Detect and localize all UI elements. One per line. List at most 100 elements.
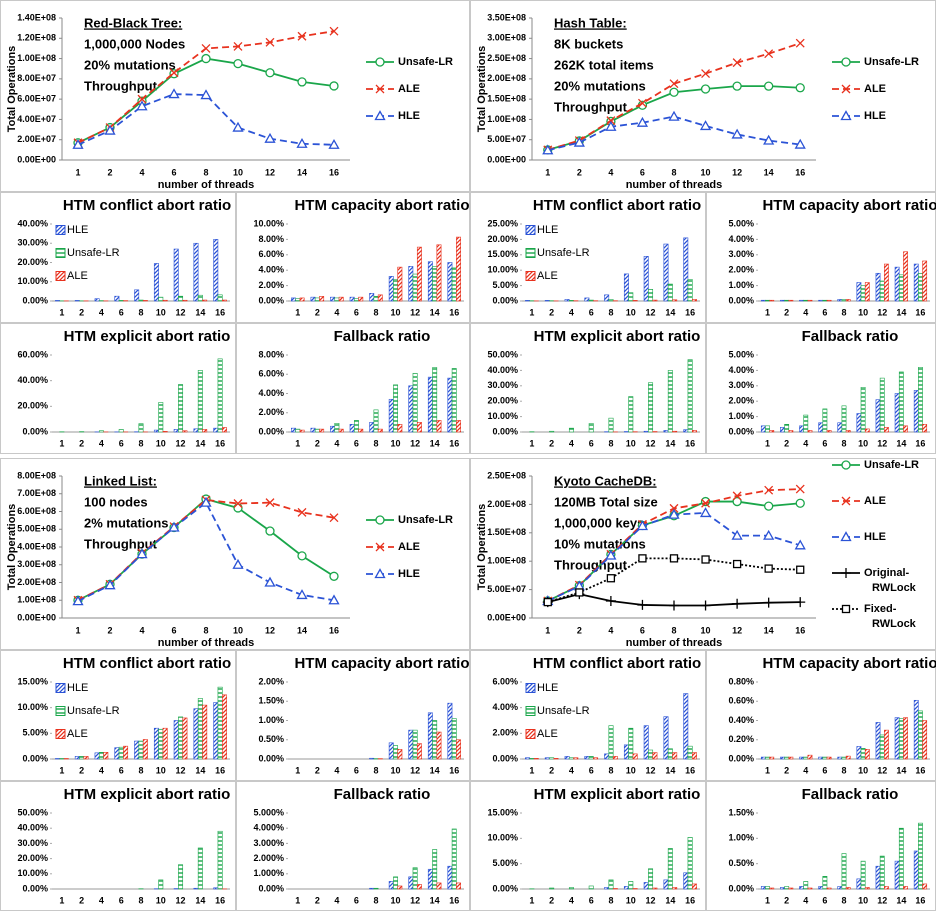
y-tick-label: 0.00E+00 — [487, 154, 526, 164]
bar — [765, 756, 770, 760]
x-tick-label: 14 — [195, 307, 205, 317]
bar — [412, 372, 418, 433]
title-line: 1,000,000 keys — [554, 515, 644, 530]
bar — [826, 430, 832, 433]
x-tick-label: 12 — [176, 438, 186, 448]
bar — [864, 428, 870, 433]
legend-label-part: RWLock — [872, 618, 917, 630]
bar — [544, 757, 550, 760]
y-tick-label: 10.00% — [17, 276, 48, 286]
legend-label: ALE — [67, 270, 88, 282]
marker — [605, 595, 616, 606]
x-tick-label: 16 — [915, 765, 925, 775]
bar — [765, 886, 770, 890]
bar — [549, 430, 555, 433]
bar — [788, 756, 794, 760]
x-tick-label: 6 — [589, 438, 594, 448]
marker — [375, 57, 385, 67]
x-tick-label: 14 — [764, 167, 774, 177]
x-tick-label: 16 — [685, 895, 695, 905]
bar — [456, 420, 461, 433]
marker — [297, 31, 307, 41]
x-tick-label: 6 — [171, 625, 176, 635]
bar — [643, 256, 649, 302]
legend-label: Unsafe-LR — [864, 459, 919, 471]
x-tick-label: 8 — [138, 765, 143, 775]
chart-title: HTM conflict abort ratio — [533, 197, 701, 214]
x-tick-label: 4 — [569, 307, 574, 317]
legend-label: Unsafe-LR — [537, 247, 590, 259]
panel-border — [0, 192, 236, 323]
bar — [898, 718, 904, 760]
title-line: 262K total items — [554, 57, 654, 72]
marker — [840, 531, 852, 542]
bar — [397, 885, 403, 890]
bar — [456, 882, 461, 890]
x-tick-label: 4 — [803, 307, 808, 317]
x-tick-label: 16 — [215, 438, 225, 448]
bar — [856, 878, 862, 890]
x-tick-label: 14 — [430, 895, 440, 905]
x-tick-label: 2 — [79, 765, 84, 775]
x-tick-label: 16 — [449, 895, 459, 905]
x-tick-label: 10 — [233, 167, 243, 177]
x-tick-label: 8 — [608, 895, 613, 905]
x-tick-label: 2 — [549, 307, 554, 317]
bar — [672, 430, 678, 433]
y-tick-label: 0.00% — [22, 753, 48, 763]
y-tick-label: 8.00% — [258, 234, 284, 244]
y-tick-label: 30.00% — [17, 838, 48, 848]
bar — [178, 864, 184, 890]
series — [103, 427, 227, 433]
marker — [764, 564, 773, 573]
y-tick-label: 4.00% — [728, 234, 754, 244]
bar — [55, 300, 61, 302]
bar — [369, 422, 375, 433]
bar — [182, 299, 188, 302]
x-tick-label: 12 — [646, 438, 656, 448]
bar — [864, 887, 870, 890]
bar — [913, 390, 919, 433]
bar — [769, 887, 775, 890]
bar — [837, 756, 843, 760]
y-tick-label: 20.00% — [17, 853, 48, 863]
y-tick-label: 3.00E+08 — [17, 559, 56, 569]
series — [765, 710, 923, 760]
bar — [780, 756, 785, 760]
bar — [799, 886, 804, 890]
bar — [691, 299, 697, 302]
x-tick-label: 4 — [569, 895, 574, 905]
series — [377, 731, 461, 760]
bar — [760, 756, 766, 760]
bar — [826, 756, 832, 760]
x-tick-label: 12 — [176, 895, 186, 905]
bar — [291, 297, 296, 302]
bar — [213, 239, 219, 302]
legend-swatch — [525, 729, 536, 739]
bar — [604, 294, 610, 302]
bar — [918, 272, 923, 302]
bar — [894, 717, 900, 760]
bar — [158, 879, 164, 890]
marker — [668, 508, 680, 519]
x-tick-label: 16 — [329, 625, 339, 635]
y-tick-label: 5.00E+07 — [487, 584, 526, 594]
bar — [784, 886, 790, 890]
legend-label: ALE — [864, 83, 886, 95]
bar — [432, 720, 438, 760]
x-tick-label: 14 — [896, 307, 906, 317]
y-tick-label: 1.00E+08 — [17, 53, 56, 63]
marker — [764, 501, 774, 511]
y-axis-label: Total Operations — [476, 504, 488, 591]
bar — [373, 887, 379, 890]
bar — [217, 686, 223, 760]
marker — [168, 88, 180, 99]
legend-label: HLE — [864, 531, 886, 543]
bar — [648, 288, 654, 302]
bar — [299, 297, 305, 302]
y-tick-label: 0.00% — [22, 426, 48, 436]
x-tick-label: 8 — [138, 307, 143, 317]
panel-border — [0, 323, 236, 454]
bar — [604, 753, 610, 760]
marker — [200, 496, 212, 507]
